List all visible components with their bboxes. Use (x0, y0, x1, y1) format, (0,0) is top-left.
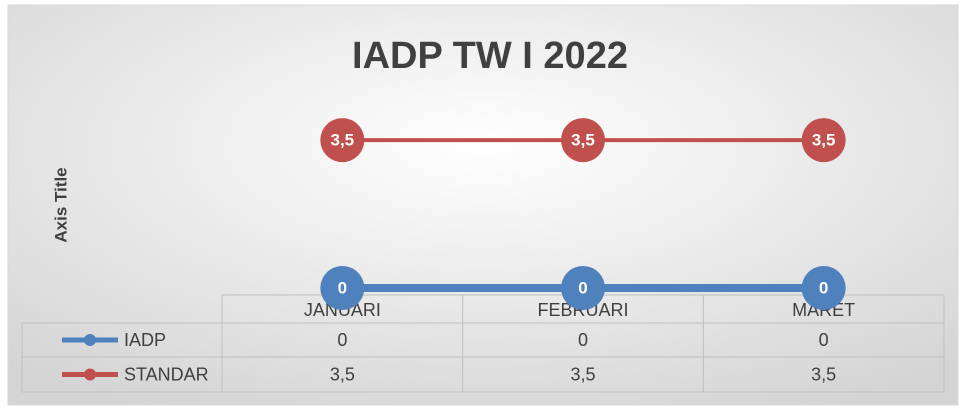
marker (320, 118, 365, 163)
data-label: 0 (578, 278, 587, 297)
table-cell: 3,5 (811, 364, 836, 384)
data-label: 3,5 (812, 131, 836, 150)
marker (320, 266, 365, 310)
table-cell: 0 (578, 330, 588, 350)
data-label: 3,5 (571, 131, 595, 150)
table-cell: 3,5 (570, 364, 595, 384)
table-cell: 0 (819, 330, 829, 350)
chart-title: IADP TW I 2022 (352, 35, 628, 77)
chart-area (7, 4, 959, 406)
table-cell: 0 (337, 330, 347, 350)
data-label: 3,5 (331, 131, 355, 150)
legend-label: STANDAR (124, 364, 209, 384)
data-label: 0 (819, 278, 828, 297)
marker (801, 266, 846, 310)
data-label: 0 (338, 278, 347, 297)
legend-label: IADP (124, 330, 166, 350)
y-axis-title: Axis Title (51, 167, 70, 242)
table-cell: 3,5 (330, 364, 355, 384)
legend-marker (84, 334, 96, 346)
marker (561, 266, 605, 310)
legend-marker (84, 368, 96, 381)
marker (801, 118, 846, 163)
marker (561, 118, 605, 163)
